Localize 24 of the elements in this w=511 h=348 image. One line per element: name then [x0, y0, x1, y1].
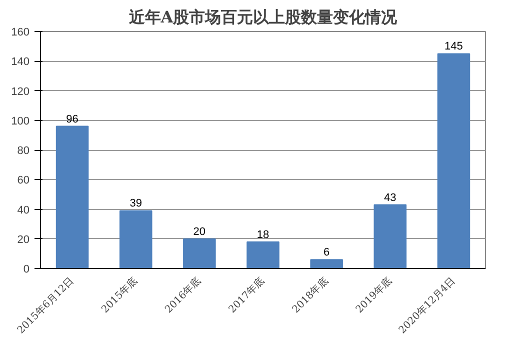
data-label: 18 — [256, 228, 270, 241]
y-tick-label: 100 — [11, 115, 30, 128]
data-label: 20 — [193, 226, 206, 238]
bar — [183, 238, 216, 268]
y-tick-label: 160 — [11, 26, 30, 38]
y-tick-label: 120 — [11, 86, 30, 98]
y-tick-label: 140 — [11, 56, 30, 68]
data-label: 6 — [324, 246, 330, 259]
bar — [437, 53, 470, 268]
bar — [310, 259, 343, 268]
bar — [246, 241, 280, 268]
chart-title: 近年A股市场百元以上股数量变化情况 — [128, 8, 398, 26]
data-label: 43 — [384, 192, 396, 204]
y-tick-label: 0 — [23, 264, 30, 276]
data-label: 39 — [130, 198, 142, 210]
data-label: 96 — [66, 113, 78, 126]
y-tick-label: 20 — [17, 234, 30, 246]
bar — [119, 210, 152, 268]
data-label: 145 — [444, 40, 463, 53]
bar — [56, 126, 89, 268]
y-tick-label: 40 — [17, 204, 30, 216]
y-tick-label: 60 — [17, 174, 30, 187]
bar — [374, 204, 407, 268]
y-tick-label: 80 — [17, 145, 30, 157]
